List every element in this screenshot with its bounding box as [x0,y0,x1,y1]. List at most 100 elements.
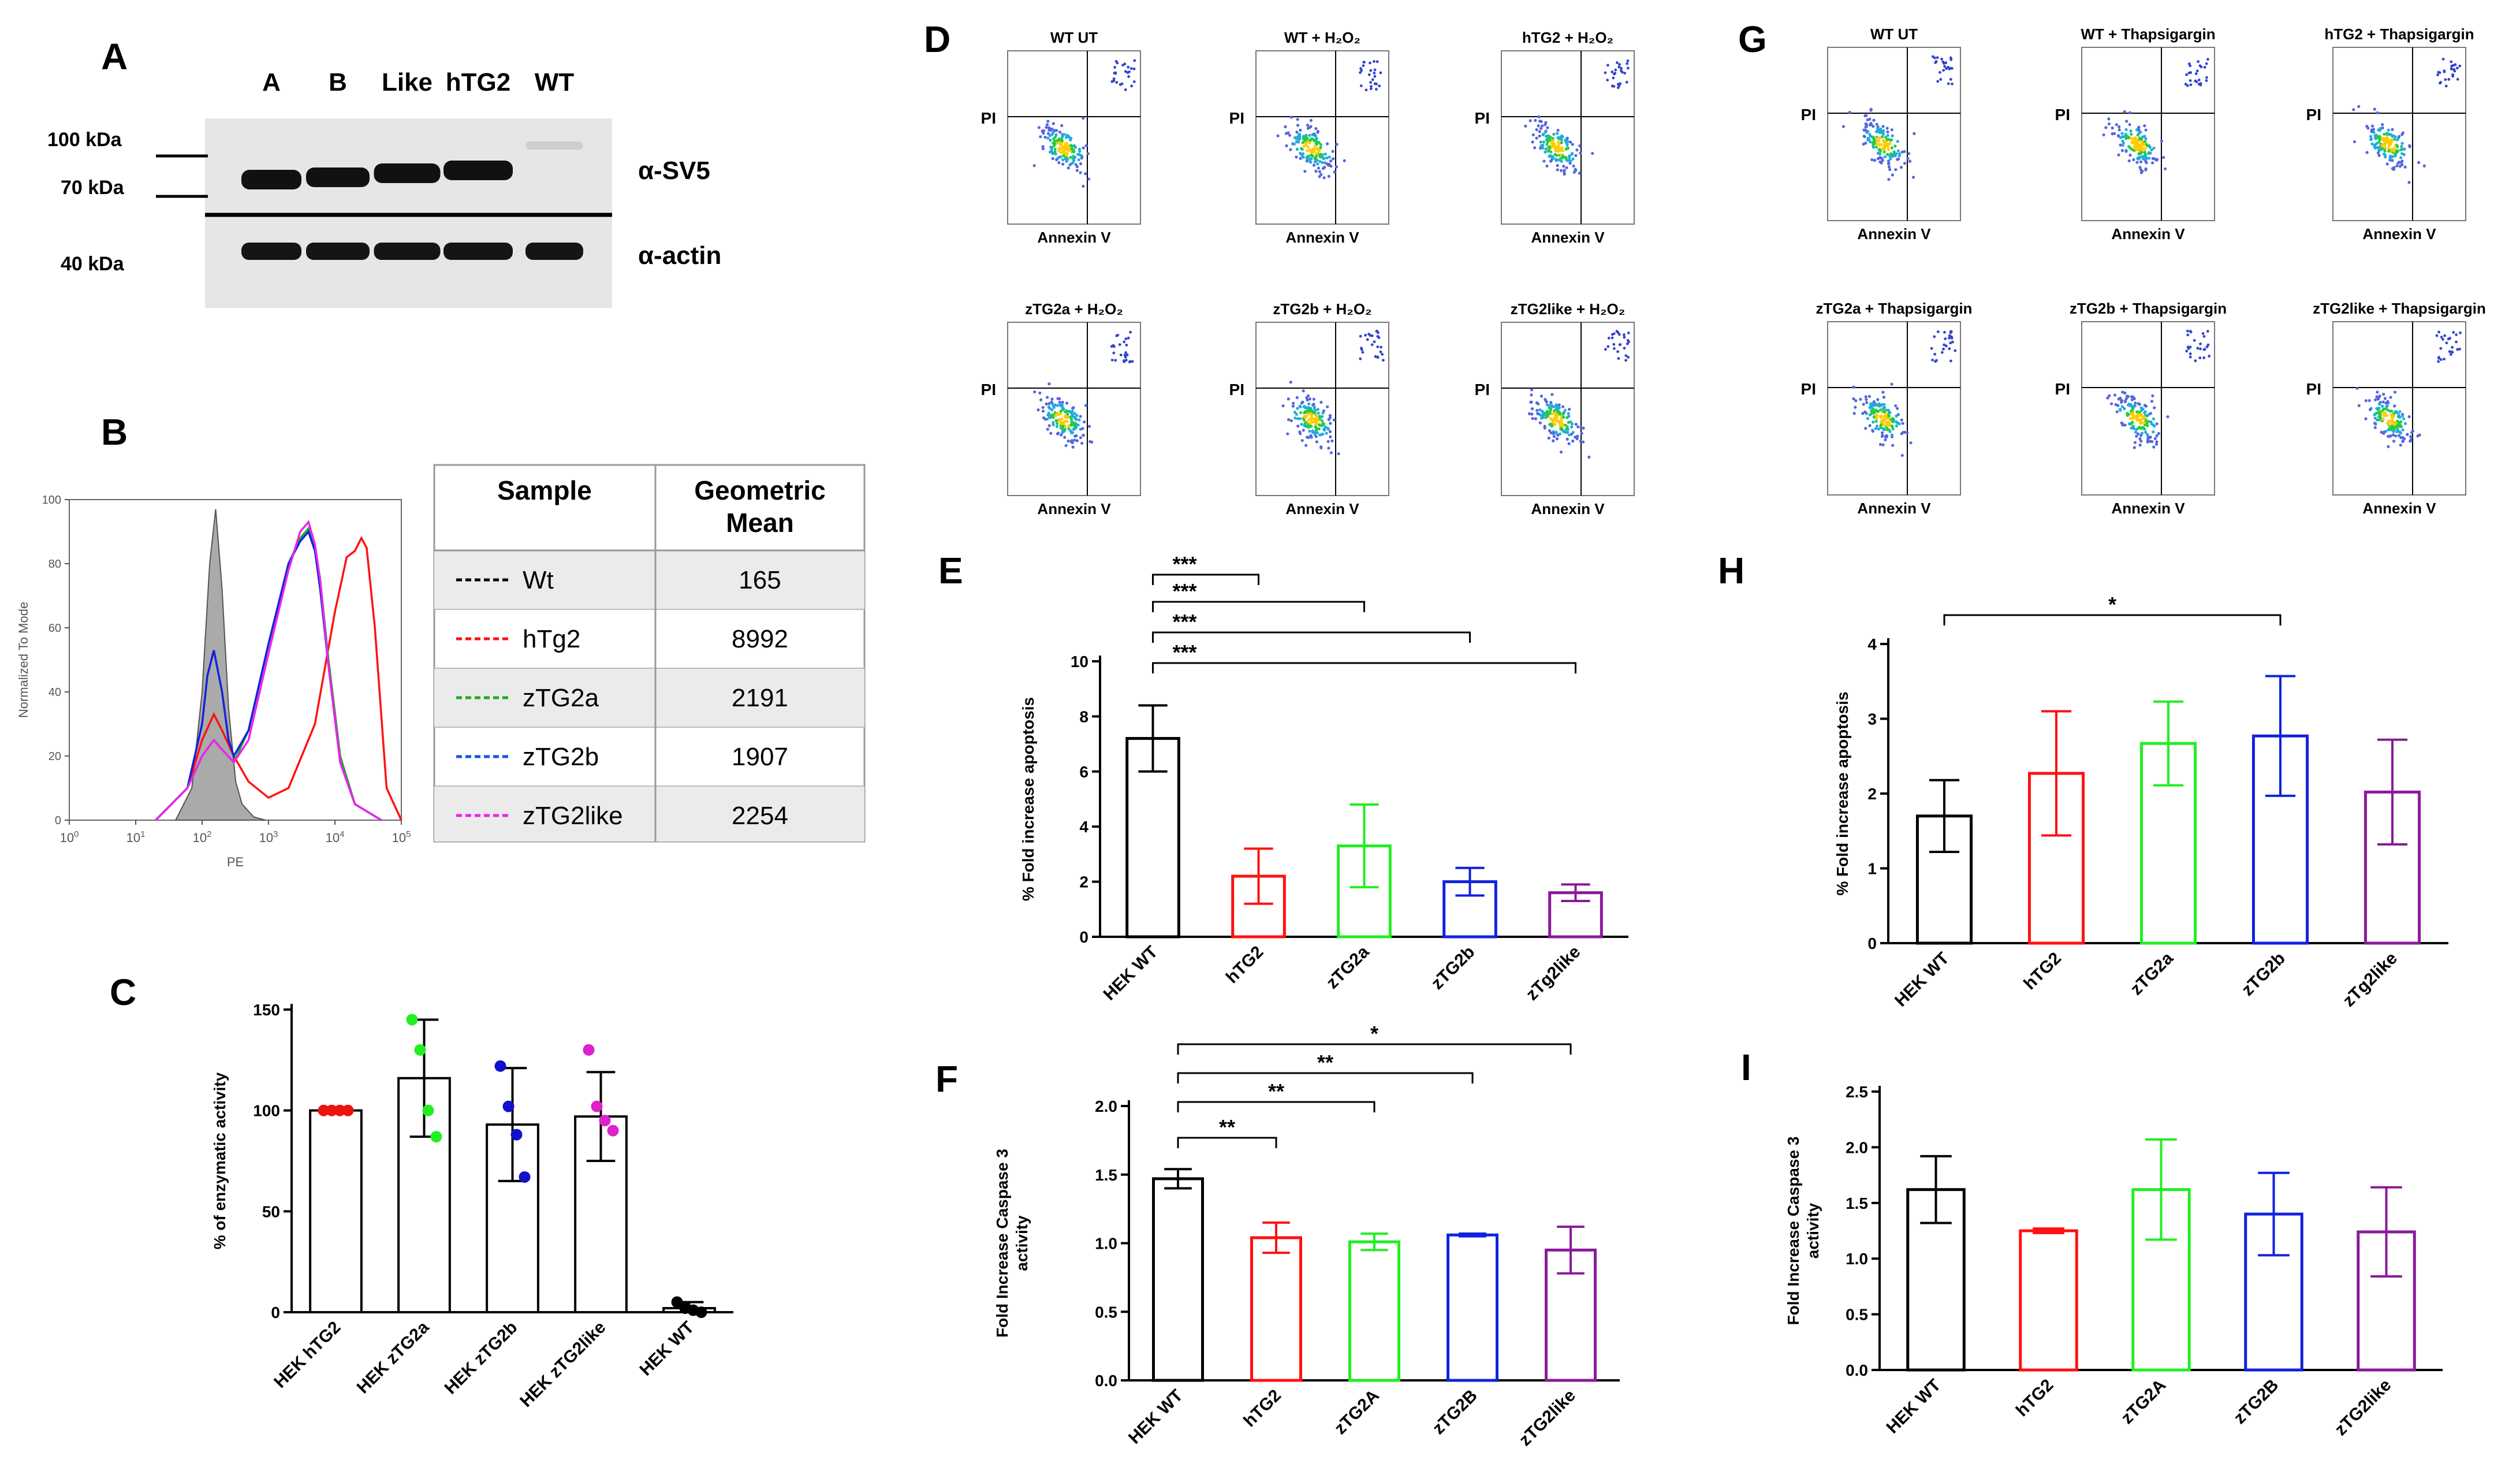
flow-plot: WT + H₂O₂ Annexin V PI [1229,29,1389,246]
flow-event [1878,156,1882,160]
flow-x-label: Annexin V [1037,229,1111,246]
x-tick-label: zTg2like [2339,949,2401,1011]
flow-event [2436,73,2439,77]
flow-event [1321,161,1324,165]
flow-event [1882,396,1886,399]
flow-event [2139,418,2143,421]
flow-event [1617,357,1620,360]
flow-event [2125,120,2128,123]
flow-event [2398,415,2402,419]
flow-event [2119,408,2122,412]
flow-event [1311,133,1314,136]
flow-event [1878,442,1882,446]
flow-event [2409,435,2413,438]
flow-event [1559,148,1563,152]
flow-event [1886,153,1890,157]
flow-event [2184,83,2187,86]
flow-event [1893,144,1897,148]
flow-event [1370,85,1373,88]
flow-event [1535,136,1538,140]
y-tick-label: 2.5 [1846,1083,1868,1101]
flow-event [1299,128,1302,132]
flow-event [1082,184,1085,188]
flow-event [1373,75,1377,78]
flow-event [2370,142,2374,146]
flow-event [1575,437,1579,441]
data-point [607,1125,619,1137]
flow-event [1055,158,1058,162]
y-tick-label: 20 [49,750,61,763]
flow-event [1309,434,1313,437]
flow-event [1125,344,1128,347]
flow-event [1328,163,1332,167]
flow-event [1547,404,1551,407]
flow-event [2444,84,2448,88]
flow-event [2152,423,2155,427]
flow-event [1060,136,1064,140]
flow-event [1321,419,1324,423]
flow-event [2139,440,2143,443]
flow-event [1060,403,1064,407]
significance-bracket [1177,1101,1375,1112]
flow-event [1123,340,1125,344]
flow-event [1075,414,1079,417]
flow-event [1535,401,1538,405]
y-tick-label: 0 [1867,934,1877,952]
flow-plot-frame [2081,321,2215,496]
flow-event [1306,419,1310,423]
flow-event [1291,404,1295,408]
flow-event [1301,141,1304,144]
flow-event [1309,118,1313,122]
flow-event [1306,149,1309,152]
flow-event [2383,132,2386,136]
significance-label: ** [1219,1115,1235,1139]
flow-event [2395,164,2399,167]
flow-event [1053,142,1056,146]
flow-event [2398,410,2402,414]
flow-event [2365,151,2369,154]
flow-event [1945,67,1948,70]
x-tick-label: HEK WT [636,1318,698,1380]
flow-event [1544,150,1547,154]
flow-event [1058,138,1061,142]
flow-event [1548,136,1552,139]
flow-event [2128,123,2131,126]
significance-bracket [1177,1072,1474,1084]
flow-event [2144,137,2148,140]
flow-event [1942,347,1945,351]
flow-event [1546,126,1549,129]
flow-event [1545,413,1548,416]
flow-event [2138,166,2142,169]
flow-event [1298,430,1302,434]
flow-event [1872,415,1876,419]
flow-event [1881,125,1885,128]
flow-event [1293,411,1296,414]
flow-event [1951,82,1954,85]
flow-event [1553,411,1556,415]
flow-event [1308,141,1311,144]
flow-event [1048,407,1052,411]
flow-event [1075,439,1079,442]
flow-event [1315,136,1318,140]
flow-event [1050,397,1054,401]
flow-event [1553,423,1557,426]
flow-event [2409,440,2412,443]
flow-event [1538,120,1542,123]
flow-event [2187,347,2190,350]
flow-event [2393,427,2396,431]
flow-event [1524,124,1527,128]
flow-event [2450,64,2454,68]
flow-event [1591,151,1594,155]
flow-event [2377,140,2381,144]
flow-event [1534,118,1537,122]
flow-event [2386,140,2389,144]
y-tick-label: 8 [1079,708,1088,725]
flow-event [1886,130,1889,133]
flow-event [1549,407,1553,411]
flow-event [1314,421,1318,425]
flow-event [1571,439,1575,443]
flow-event [1315,440,1319,444]
flow-event [1326,440,1330,443]
chart-h-apoptosis-thapsigargin: 0 1 2 3 4 HEK WT hTG2 zTG2a zTG2b zTg2like % Fold … [1833,593,2448,1011]
flow-event [2386,136,2389,140]
